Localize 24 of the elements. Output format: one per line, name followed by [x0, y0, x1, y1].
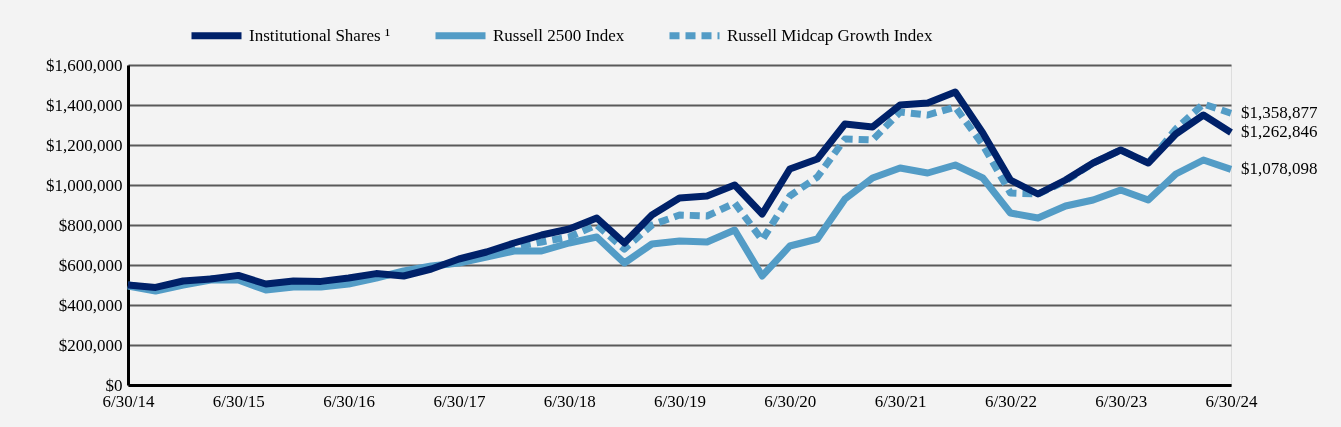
y-tick-label: $800,000 [58, 215, 123, 235]
y-tick-label: $1,400,000 [46, 95, 123, 115]
y-tick-label: $1,600,000 [46, 55, 123, 75]
y-tick-label: $400,000 [58, 295, 123, 315]
x-tick-label: 6/30/15 [212, 391, 265, 411]
x-tick-label: 6/30/24 [1205, 391, 1258, 411]
x-tick-label: 6/30/16 [323, 391, 376, 411]
x-tick-label: 6/30/21 [874, 391, 927, 411]
annotation: $1,078,098 [1241, 159, 1318, 179]
x-tick-label: 6/30/23 [1095, 391, 1148, 411]
x-tick-label: 6/30/18 [543, 391, 596, 411]
y-tick-label: $1,000,000 [46, 175, 123, 195]
x-tick-label: 6/30/22 [984, 391, 1037, 411]
y-tick-label: $1,200,000 [46, 135, 123, 155]
legend-label: Russell 2500 Index [493, 25, 625, 45]
annotation: $1,262,846 [1241, 122, 1318, 142]
legend-label: Russell Midcap Growth Index [727, 25, 933, 45]
y-tick-label: $200,000 [58, 335, 123, 355]
legend-label: Institutional Shares ¹ [249, 25, 391, 45]
x-tick-label: 6/30/20 [764, 391, 817, 411]
x-tick-label: 6/30/17 [433, 391, 486, 411]
x-tick-label: 6/30/19 [654, 391, 706, 411]
y-tick-label: $600,000 [58, 255, 123, 275]
annotation: $1,358,877 [1241, 103, 1318, 123]
